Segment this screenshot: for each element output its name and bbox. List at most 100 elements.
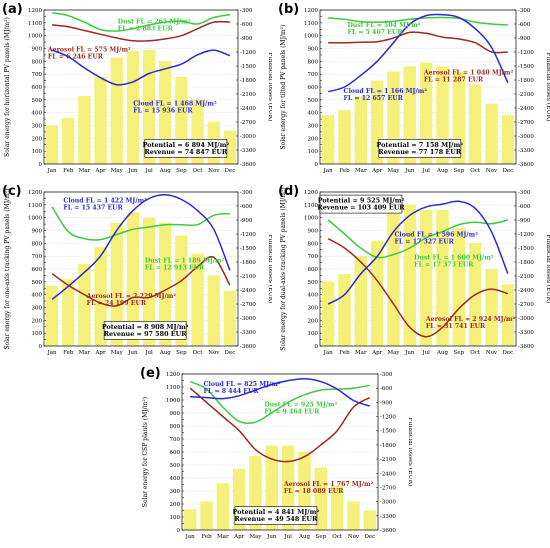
bar-oct (468, 84, 482, 164)
series-line-aerosol (328, 31, 508, 54)
left-tick-label: 1200 (304, 8, 318, 14)
x-tick-label: Jun (404, 168, 415, 174)
x-tick-label: Mar (355, 168, 367, 174)
annotation-cloud: FL = 15 437 EUR (63, 205, 123, 212)
x-tick-label: May (249, 534, 262, 540)
x-tick-label: Sep (176, 350, 187, 356)
x-tick-label: Oct (193, 350, 204, 356)
left-tick-label: 1000 (28, 216, 42, 222)
summary-box-line: Revenue = 77 178 EUR (378, 148, 461, 156)
x-tick-label: Jan (47, 350, 57, 356)
summary-box-line: Potential = 6 894 MJ/m² (143, 141, 230, 149)
x-tick-label: Oct (193, 168, 204, 174)
right-tick-label: -3000 (518, 134, 534, 140)
annotation-aerosol: FL = 31 741 EUR (426, 323, 486, 330)
left-tick-label: 1000 (304, 34, 318, 40)
annotation-cloud: Cloud FL = 1 422 MJ/m² (63, 198, 147, 205)
chart-svg: 0 100 200 300 400 500 600 700 800 900 1000 1100 1200… (2, 184, 272, 356)
left-tick-label: 1000 (304, 216, 318, 222)
annotation-dust: FL = 9 464 EUR (264, 409, 320, 416)
summary-box-line: Revenue = 49 548 EUR (235, 515, 318, 523)
y-axis-label: Solar energy for tilted PV panels (MJ/m²… (280, 25, 287, 150)
right-tick-label: -3000 (240, 134, 256, 140)
chart-svg: 0 100 200 300 400 500 600 700 800 900 1000 1100 1200… (2, 2, 272, 174)
right-tick-label: -3600 (240, 162, 256, 168)
x-tick-label: Jul (421, 168, 430, 174)
x-tick-label: Feb (201, 534, 212, 540)
series-line-aerosol (52, 20, 230, 42)
summary-box-line: Potential = 8 908 MJ/m² (102, 323, 189, 331)
right-tick-label: -300 (518, 8, 531, 14)
series-line-cloud (51, 194, 231, 300)
bar-dec (363, 510, 377, 530)
y2-axis-label: Financial losses (EUR) (407, 418, 412, 487)
right-tick-label: -3000 (518, 316, 534, 322)
right-tick-label: -3300 (380, 514, 396, 520)
bar-jan (183, 509, 197, 530)
series-line-cloud (327, 200, 509, 305)
chart-panel-a: 0 100 200 300 400 500 600 700 800 900 1000 1100 1200… (0, 0, 272, 182)
x-tick-label: Aug (436, 350, 449, 356)
right-tick-label: -1800 (380, 443, 396, 449)
right-tick-label: -1500 (240, 64, 256, 70)
y2-axis-label: Financial losses (EUR) (267, 235, 272, 304)
left-tick-label: 1200 (166, 372, 180, 378)
bar-feb (200, 501, 213, 530)
right-tick-label: -3300 (518, 330, 534, 336)
y2-axis-label: Financial losses (EUR) (545, 235, 550, 304)
left-tick-label: 100 (32, 331, 43, 337)
bar-aug (159, 61, 172, 165)
left-tick-label: 400 (32, 293, 43, 299)
annotation-dust: Dust FL = 1 600 MJ/m² (414, 255, 494, 262)
summary-box (319, 194, 403, 214)
x-tick-label: Sep (454, 350, 465, 356)
right-tick-label: -2400 (380, 471, 396, 477)
left-tick-label: 300 (308, 124, 319, 130)
x-tick-label: Nov (208, 350, 220, 356)
bar-jan (45, 125, 59, 164)
x-tick-label: Jan (323, 350, 333, 356)
x-tick-label: Feb (339, 168, 350, 174)
summary-box (103, 321, 187, 340)
annotation-dust: FL = 2 883 EUR (118, 26, 174, 33)
bar-jun (126, 212, 140, 346)
bar-nov (347, 501, 360, 530)
left-tick-label: 200 (308, 136, 319, 142)
x-tick-label: May (387, 350, 400, 356)
bar-oct (191, 253, 204, 346)
right-tick-label: -2400 (518, 288, 534, 294)
right-tick-label: -600 (518, 22, 531, 28)
bar-feb (338, 274, 351, 346)
x-tick-label: Mar (355, 350, 367, 356)
panel-label: (c) (2, 184, 22, 199)
bar-nov (485, 269, 498, 346)
bar-may (110, 222, 123, 346)
left-tick-label: 800 (32, 241, 43, 247)
annotation-dust: FL = 12 913 EUR (145, 265, 205, 272)
x-tick-label: Jun (127, 350, 138, 356)
left-tick-label: 700 (170, 437, 181, 443)
left-tick-label: 100 (308, 331, 319, 337)
left-tick-label: 200 (170, 502, 181, 508)
chart-panel-e: 0 100 200 300 400 500 600 700 800 900 1000 1100 1200… (138, 364, 412, 548)
x-tick-label: Dec (502, 350, 513, 356)
x-tick-label: Sep (176, 168, 187, 174)
bar-jan (321, 281, 335, 346)
left-tick-label: 300 (308, 306, 319, 312)
left-tick-label: 1200 (28, 8, 42, 14)
right-tick-label: -300 (240, 190, 253, 196)
x-tick-label: Jan (47, 168, 57, 174)
bar-jan (321, 115, 335, 164)
right-tick-label: -3300 (240, 330, 256, 336)
left-tick-label: 700 (308, 254, 319, 260)
bar-jun (403, 204, 417, 346)
right-tick-label: -3000 (240, 316, 256, 322)
right-tick-label: -1500 (380, 429, 396, 435)
y-axis-label: Solar energy for CSP plants (MJ/m²) (142, 397, 149, 507)
panel-label: (a) (2, 2, 23, 17)
x-tick-label: Mar (79, 350, 91, 356)
left-tick-label: 0 (315, 344, 319, 350)
right-tick-label: -1200 (240, 50, 256, 56)
left-tick-label: 200 (32, 318, 43, 324)
annotation-aerosol: Aerosol FL = 2 229 MJ/m² (86, 293, 177, 300)
